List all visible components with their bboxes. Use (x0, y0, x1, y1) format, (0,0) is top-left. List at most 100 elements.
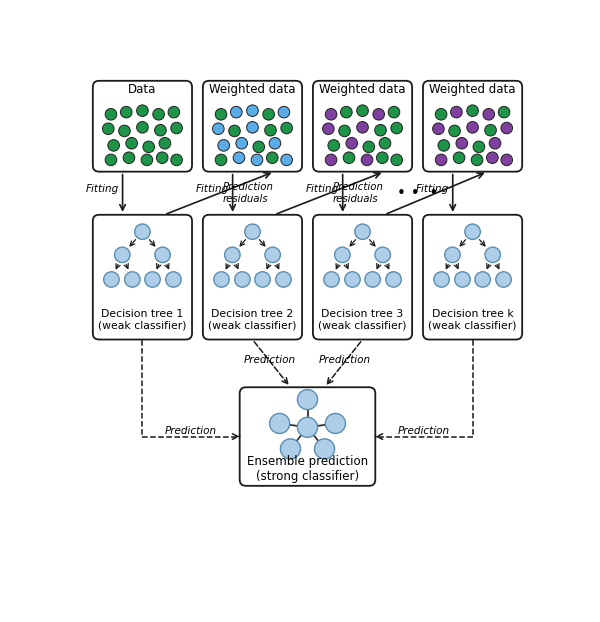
Circle shape (105, 154, 117, 165)
FancyBboxPatch shape (203, 215, 302, 340)
FancyBboxPatch shape (313, 215, 412, 340)
Circle shape (157, 152, 168, 164)
Circle shape (281, 154, 292, 165)
Circle shape (253, 141, 265, 152)
Circle shape (386, 272, 401, 287)
Circle shape (438, 140, 449, 151)
FancyBboxPatch shape (203, 81, 302, 172)
Text: Prediction: Prediction (244, 355, 296, 364)
Circle shape (155, 124, 166, 136)
Circle shape (212, 123, 224, 134)
Circle shape (467, 105, 478, 116)
Text: Fitting: Fitting (416, 183, 449, 193)
Circle shape (171, 154, 182, 165)
Circle shape (247, 105, 258, 116)
Circle shape (374, 124, 386, 136)
Circle shape (483, 108, 494, 120)
Circle shape (121, 106, 132, 118)
Circle shape (281, 123, 292, 134)
Text: Decision tree 2
(weak classifier): Decision tree 2 (weak classifier) (208, 309, 297, 330)
Text: Prediction
residuals: Prediction residuals (332, 182, 383, 204)
Text: Fitting: Fitting (196, 183, 229, 193)
Circle shape (489, 137, 501, 149)
Circle shape (346, 137, 358, 149)
Text: • •  •: • • • (397, 186, 438, 201)
Circle shape (125, 272, 140, 287)
Circle shape (391, 123, 403, 134)
Circle shape (365, 272, 380, 287)
Circle shape (236, 137, 247, 149)
Circle shape (224, 247, 240, 262)
Text: Decision tree 1
(weak classifier): Decision tree 1 (weak classifier) (98, 309, 187, 330)
Circle shape (233, 152, 245, 164)
Circle shape (325, 108, 337, 120)
Circle shape (141, 154, 153, 165)
Circle shape (251, 154, 263, 165)
Circle shape (280, 439, 301, 459)
Circle shape (361, 154, 373, 165)
Circle shape (255, 272, 271, 287)
Circle shape (143, 141, 155, 152)
Circle shape (324, 272, 339, 287)
Circle shape (235, 272, 250, 287)
Circle shape (325, 414, 346, 434)
Circle shape (445, 247, 460, 262)
Text: Weighted data: Weighted data (209, 83, 296, 96)
Circle shape (487, 152, 498, 164)
Circle shape (159, 137, 171, 149)
FancyBboxPatch shape (93, 81, 192, 172)
Circle shape (115, 247, 130, 262)
Circle shape (456, 137, 467, 149)
Circle shape (298, 389, 317, 410)
Circle shape (435, 108, 447, 120)
Circle shape (230, 106, 242, 118)
Circle shape (108, 140, 119, 151)
Text: Data: Data (128, 83, 157, 96)
Circle shape (357, 121, 368, 133)
Circle shape (475, 272, 490, 287)
FancyBboxPatch shape (423, 215, 522, 340)
Circle shape (375, 247, 391, 262)
Circle shape (171, 123, 182, 134)
Circle shape (104, 272, 119, 287)
Circle shape (265, 124, 276, 136)
Circle shape (323, 123, 334, 134)
Circle shape (119, 125, 130, 137)
Circle shape (325, 154, 337, 165)
Circle shape (278, 106, 290, 118)
Circle shape (339, 125, 350, 137)
Text: Fitting: Fitting (305, 183, 339, 193)
Circle shape (137, 105, 148, 116)
Text: Weighted data: Weighted data (430, 83, 516, 96)
Circle shape (373, 108, 385, 120)
Circle shape (498, 106, 510, 118)
Circle shape (155, 247, 170, 262)
Circle shape (269, 414, 290, 434)
Circle shape (218, 140, 230, 151)
Circle shape (328, 140, 340, 151)
Text: Prediction: Prediction (165, 426, 217, 436)
Circle shape (123, 152, 135, 164)
Circle shape (473, 141, 485, 152)
Circle shape (153, 108, 164, 120)
Circle shape (103, 123, 114, 134)
Text: Ensemble prediction
(strong classifier): Ensemble prediction (strong classifier) (247, 455, 368, 483)
Text: Prediction
residuals: Prediction residuals (223, 182, 273, 204)
Circle shape (263, 108, 274, 120)
Circle shape (298, 417, 317, 437)
Circle shape (451, 106, 462, 118)
Circle shape (145, 272, 160, 287)
Circle shape (485, 124, 496, 136)
Circle shape (465, 224, 481, 239)
Circle shape (247, 121, 258, 133)
Text: Decision tree k
(weak classifier): Decision tree k (weak classifier) (428, 309, 517, 330)
Circle shape (379, 137, 391, 149)
Text: Decision tree 3
(weak classifier): Decision tree 3 (weak classifier) (318, 309, 407, 330)
Circle shape (335, 247, 350, 262)
Circle shape (357, 105, 368, 116)
Circle shape (215, 154, 227, 165)
Circle shape (245, 224, 260, 239)
Circle shape (166, 272, 181, 287)
FancyBboxPatch shape (239, 388, 376, 486)
Circle shape (229, 125, 241, 137)
